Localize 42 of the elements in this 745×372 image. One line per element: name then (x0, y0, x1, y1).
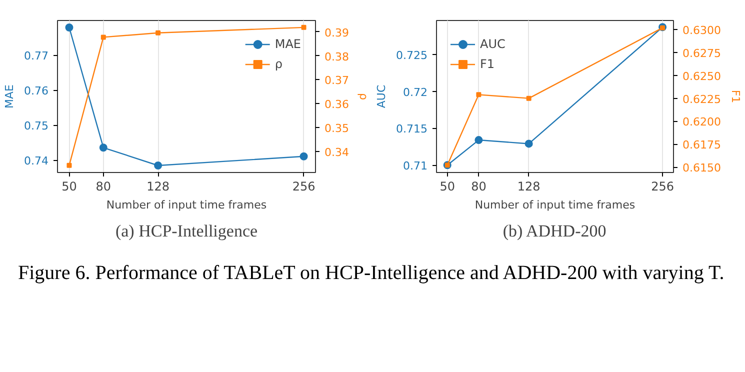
y2-tick-label: 0.34 (324, 146, 349, 159)
y2-tick-label: 0.6250 (682, 70, 721, 83)
y2-tick-label: 0.6175 (682, 138, 721, 152)
y2-tick-label: 0.35 (324, 122, 349, 135)
caption: Figure 6. Performance of TABLeT on HCP-Intelligence and ADHD-200 with varying T. (18, 261, 724, 286)
x-tick-label: 256 (292, 180, 316, 194)
y-tick-label: 0.76 (24, 84, 49, 98)
x-tick-label: 50 (440, 180, 456, 194)
y-tick-label: 0.75 (24, 120, 49, 133)
y-axis-title: AUC (375, 84, 388, 108)
legend-label: AUC (480, 37, 506, 51)
x-tick-label: 128 (146, 180, 170, 194)
y2-tick-label: 0.37 (324, 74, 349, 88)
x-axis-title: Number of input time frames (474, 198, 636, 212)
y2-tick-label: 0.6150 (682, 162, 721, 175)
y2-axis-title: F1 (728, 90, 742, 104)
y2-tick-label: 0.38 (324, 50, 349, 64)
y-tick-label: 0.72 (403, 86, 428, 99)
y2-tick-label: 0.6300 (682, 24, 721, 38)
y-tick-label: 0.715 (396, 122, 428, 136)
text: (a) HCP-Intelligence (115, 222, 258, 240)
text: (b) ADHD-200 (502, 222, 606, 240)
x-tick-label: 80 (96, 180, 112, 194)
y2-tick-label: 0.39 (324, 26, 349, 40)
x-axis-title: Number of input time frames (106, 198, 267, 212)
legend-label: ρ (274, 57, 284, 71)
x-tick-label: 256 (651, 180, 674, 194)
x-tick-label: 80 (471, 180, 486, 194)
legend-label: MAE (274, 37, 301, 51)
y-axis-title: MAE (3, 84, 16, 108)
y2-axis-title: ρ (356, 93, 370, 100)
y2-tick-label: 0.6200 (682, 116, 721, 129)
y2-tick-label: 0.36 (324, 98, 349, 112)
y2-tick-label: 0.6225 (682, 92, 721, 106)
y-tick-label: 0.725 (396, 48, 428, 62)
y-tick-label: 0.77 (24, 50, 49, 63)
x-tick-label: 50 (62, 180, 77, 194)
legend-label: F1 (480, 57, 496, 71)
y-tick-label: 0.74 (24, 154, 49, 168)
y-tick-label: 0.71 (403, 160, 428, 173)
x-tick-label: 128 (517, 180, 540, 194)
y2-tick-label: 0.6275 (682, 47, 721, 60)
